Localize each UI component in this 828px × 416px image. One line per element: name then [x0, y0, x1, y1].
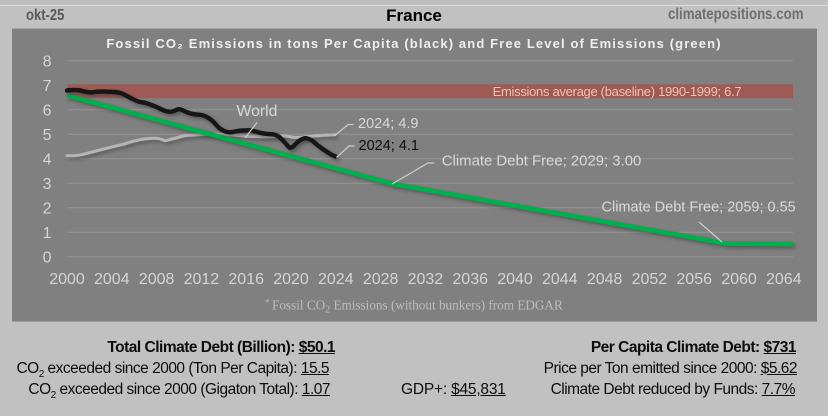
svg-text:2024; 4.9: 2024; 4.9	[358, 116, 418, 132]
svg-text:1: 1	[43, 225, 52, 242]
svg-text:2028: 2028	[363, 271, 399, 288]
svg-text:2020: 2020	[273, 271, 309, 288]
svg-text:2016: 2016	[228, 271, 264, 288]
svg-text:2052: 2052	[632, 271, 668, 288]
svg-text:2044: 2044	[542, 271, 578, 288]
svg-text:Fossil CO₂ Emissions in tons P: Fossil CO₂ Emissions in tons Per Capita …	[106, 36, 721, 51]
svg-text:2: 2	[43, 200, 52, 217]
svg-text:8: 8	[43, 53, 52, 70]
svg-text:Climate Debt Free; 2059; 0.55: Climate Debt Free; 2059; 0.55	[602, 200, 796, 216]
svg-text:2032: 2032	[408, 271, 444, 288]
svg-text:2056: 2056	[676, 271, 712, 288]
svg-text:Emissions average (baseline) 1: Emissions average (baseline) 1990-1999; …	[493, 84, 742, 99]
svg-text:2004: 2004	[94, 271, 130, 288]
svg-text:Climate Debt Free; 2029; 3.00: Climate Debt Free; 2029; 3.00	[442, 154, 641, 170]
svg-text:0: 0	[43, 249, 52, 266]
svg-text:2012: 2012	[184, 271, 220, 288]
svg-text:2024: 2024	[318, 271, 354, 288]
svg-text:7: 7	[43, 78, 52, 95]
svg-text:* Fossil CO2 Emissions (withou: * Fossil CO2 Emissions (without bunkers)…	[265, 298, 563, 316]
svg-text:6: 6	[43, 102, 52, 119]
svg-text:3: 3	[43, 176, 52, 193]
svg-text:2060: 2060	[721, 271, 757, 288]
svg-text:2048: 2048	[587, 271, 623, 288]
svg-text:World: World	[237, 103, 278, 120]
svg-text:2024; 4.1: 2024; 4.1	[359, 138, 419, 154]
svg-text:2036: 2036	[452, 271, 488, 288]
svg-text:5: 5	[43, 127, 52, 144]
svg-text:2064: 2064	[766, 271, 802, 288]
svg-text:4: 4	[43, 151, 52, 168]
svg-text:2008: 2008	[139, 271, 175, 288]
svg-text:2000: 2000	[49, 271, 85, 288]
svg-text:2040: 2040	[497, 271, 533, 288]
